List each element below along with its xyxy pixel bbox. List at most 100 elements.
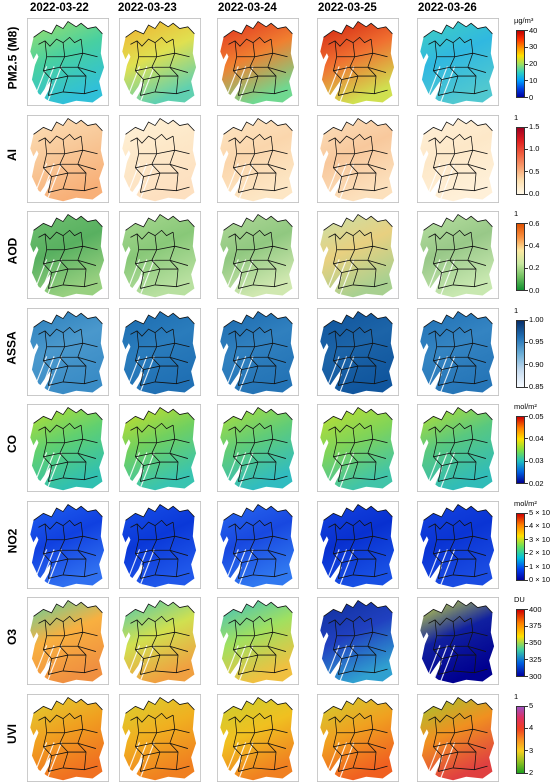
map-panel	[417, 500, 499, 589]
map-panel	[417, 693, 499, 782]
row-label: O3	[0, 593, 24, 681]
satellite-map-image	[317, 114, 399, 203]
colorbar-tick-label: 0.03	[529, 456, 544, 466]
map-panel	[217, 211, 299, 299]
map-panel	[119, 597, 201, 685]
satellite-map-image	[217, 500, 299, 589]
colorbar-tick-label: 0	[529, 92, 534, 102]
row-label-text: UVI	[4, 723, 19, 744]
map-panel	[119, 307, 201, 396]
colorbar-tick-label: 4 × 10⁻⁴	[529, 521, 550, 531]
map-panel	[317, 693, 399, 782]
date-label: 2022-03-24	[218, 2, 277, 14]
colorbar-tick-label: 1.5	[529, 122, 540, 131]
map-panel	[27, 404, 109, 492]
colorbar-tick-mark	[525, 386, 528, 388]
row-label: AI	[0, 111, 24, 199]
date-label: 2022-03-23	[118, 2, 177, 14]
map-panel	[417, 597, 499, 685]
colorbar	[516, 705, 525, 774]
colorbar	[516, 512, 525, 581]
satellite-map-image	[317, 307, 399, 396]
map-panel	[217, 114, 299, 203]
colorbar-tick-mark	[525, 126, 528, 128]
colorbar-tick-mark	[525, 245, 528, 247]
satellite-map-image	[317, 597, 399, 685]
satellite-map-image	[317, 404, 399, 492]
colorbar-tick-label: 1.0	[529, 144, 540, 154]
row-label: AOD	[0, 207, 24, 295]
satellite-map-image	[119, 404, 201, 492]
map-panel	[417, 18, 499, 106]
satellite-map-image	[119, 18, 201, 106]
colorbar-tick-label: 40	[529, 25, 538, 35]
row-label-text: ASSA	[5, 330, 19, 365]
satellite-map-image	[417, 211, 499, 299]
colorbar-tick-mark	[525, 609, 528, 610]
satellite-map-image	[27, 693, 109, 782]
colorbar-tick-label: 0.4	[529, 240, 540, 250]
satellite-map-image	[417, 307, 499, 396]
map-panel	[217, 500, 299, 589]
colorbar-tick-mark	[525, 148, 528, 150]
map-panel	[317, 18, 399, 106]
map-panel	[119, 404, 201, 492]
colorbar-tick-label: 2 × 10⁻⁴	[529, 548, 550, 558]
colorbar-unit: DU	[514, 595, 525, 604]
colorbar-tick-label: 375	[529, 621, 542, 631]
colorbar-tick-mark	[525, 727, 528, 729]
map-panel	[317, 114, 399, 203]
colorbar-tick-mark	[525, 460, 528, 462]
satellite-map-image	[217, 307, 299, 396]
map-panel	[317, 597, 399, 685]
satellite-map-image	[317, 211, 399, 299]
colorbar-tick-label: 0.6	[529, 218, 540, 228]
map-panel	[119, 693, 201, 782]
colorbar	[516, 416, 525, 484]
colorbar-unit: 1	[514, 305, 519, 315]
colorbar-tick-label: 0.05	[529, 411, 544, 421]
satellite-map-image	[119, 114, 201, 203]
row-label-text: AOD	[5, 237, 20, 265]
map-panel	[317, 211, 399, 299]
map-panel	[317, 500, 399, 589]
colorbar-tick-label: 325	[529, 654, 542, 664]
colorbar-tick-mark	[525, 80, 528, 81]
colorbar	[516, 126, 525, 195]
row-label: ASSA	[0, 304, 24, 392]
colorbar-tick-mark	[525, 341, 528, 343]
colorbar	[516, 223, 525, 291]
colorbar-tick-label: 0.95	[529, 337, 544, 347]
map-panel	[27, 693, 109, 782]
colorbar-tick-label: 1 × 10⁻⁴	[529, 561, 550, 571]
colorbar-tick-mark	[525, 659, 528, 660]
satellite-map-image	[417, 693, 499, 782]
satellite-map-image	[417, 500, 499, 589]
map-panel	[317, 307, 399, 396]
colorbar-tick-label: 20	[529, 59, 538, 68]
satellite-map-image	[119, 500, 201, 589]
colorbar-tick-mark	[525, 705, 528, 707]
colorbar-unit: 1	[514, 691, 519, 701]
map-panel	[417, 404, 499, 492]
row-label-text: CO	[5, 435, 19, 453]
colorbar-tick-mark	[525, 171, 528, 172]
colorbar-tick-mark	[525, 579, 528, 581]
satellite-map-image	[317, 693, 399, 782]
map-panel	[119, 211, 201, 299]
satellite-map-image	[417, 114, 499, 203]
map-panel	[27, 18, 109, 106]
date-label: 2022-03-22	[30, 2, 89, 14]
colorbar-tick-mark	[525, 319, 528, 321]
map-panel	[217, 597, 299, 685]
satellite-map-image	[417, 18, 499, 106]
map-panel	[119, 114, 201, 203]
map-panel	[119, 500, 201, 589]
satellite-map-image	[417, 597, 499, 685]
colorbar-tick-label: 0.0	[529, 189, 540, 198]
colorbar-tick-label: 5	[529, 701, 534, 710]
colorbar	[516, 319, 525, 388]
map-panel	[27, 307, 109, 396]
colorbar-tick-mark	[525, 267, 528, 269]
satellite-map-image	[217, 404, 299, 492]
